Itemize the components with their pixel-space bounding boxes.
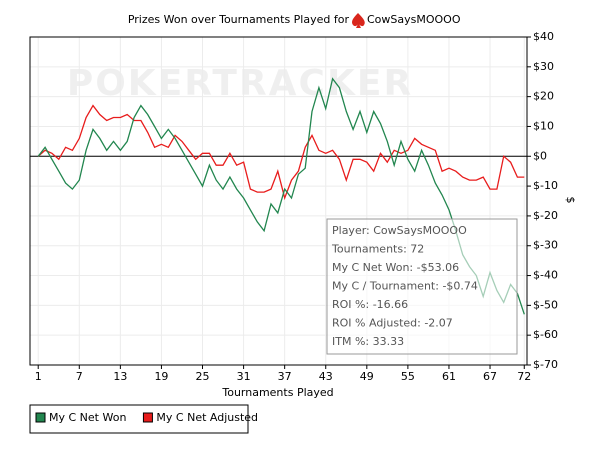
x-tick-label: 7 [76,370,83,383]
info-line: My C Net Won: -$53.06 [332,261,459,274]
series-line [37,104,525,201]
lines [37,77,525,315]
info-line: ROI % Adjusted: -2.07 [332,317,453,330]
y-tick-label: $-50 [533,298,558,311]
y-tick-label: $30 [533,60,554,73]
legend-swatch [142,412,153,423]
y-tick-label: $-70 [533,358,558,371]
series-line [37,77,525,315]
x-tick-label: 43 [319,370,333,383]
y-tick-label: $-20 [533,209,558,222]
y-tick-label: $0 [533,149,547,162]
x-tick-label: 61 [442,370,456,383]
y-tick-label: $20 [533,90,554,103]
legend-label: My C Net Won [49,411,126,424]
chart-title: Prizes Won over Tournaments Played for [128,13,350,26]
x-tick-label: 13 [113,370,127,383]
x-tick-label: 49 [360,370,374,383]
info-line: Tournaments: 72 [331,243,424,256]
info-line: My C / Tournament: -$0.74 [332,280,478,293]
x-tick-label: 37 [278,370,292,383]
legend-label: My C Net Adjusted [156,411,258,424]
info: Player: CowSaysMOOOO Tournaments: 72 My C … [331,224,478,348]
info-line: Player: CowSaysMOOOO [332,224,467,237]
x-tick-label: 1 [35,370,42,383]
x-tick-label: 19 [154,370,168,383]
x-tick-label: 25 [196,370,210,383]
plot-border [29,36,528,366]
info-line: ROI %: -16.66 [332,298,408,311]
watermark: POKERTRACKER [67,63,413,104]
y-tick-label: $-40 [533,269,558,282]
info-box [326,218,518,355]
player-name: CowSaysMOOOO [367,13,461,26]
legend [29,404,249,434]
y-tick-label: $10 [533,119,554,132]
spade-icon [352,13,365,28]
x-tick-label: 67 [483,370,497,383]
x-tick-label: 31 [237,370,251,383]
x-axis-label: Tournaments Played [221,386,333,399]
x-tick-label: 55 [401,370,415,383]
x-tick-label: 72 [517,370,531,383]
y-tick-label: $-30 [533,239,558,252]
y-axis-label: $ [564,197,577,204]
legend-swatch [35,412,46,423]
info-line: ITM %: 33.33 [332,335,404,348]
y-tick-label: $-10 [533,179,558,192]
y-tick-label: $-60 [533,328,558,341]
y-tick-label: $40 [533,30,554,43]
legend-items: My C Net Won My C Net Adjusted [35,411,258,424]
